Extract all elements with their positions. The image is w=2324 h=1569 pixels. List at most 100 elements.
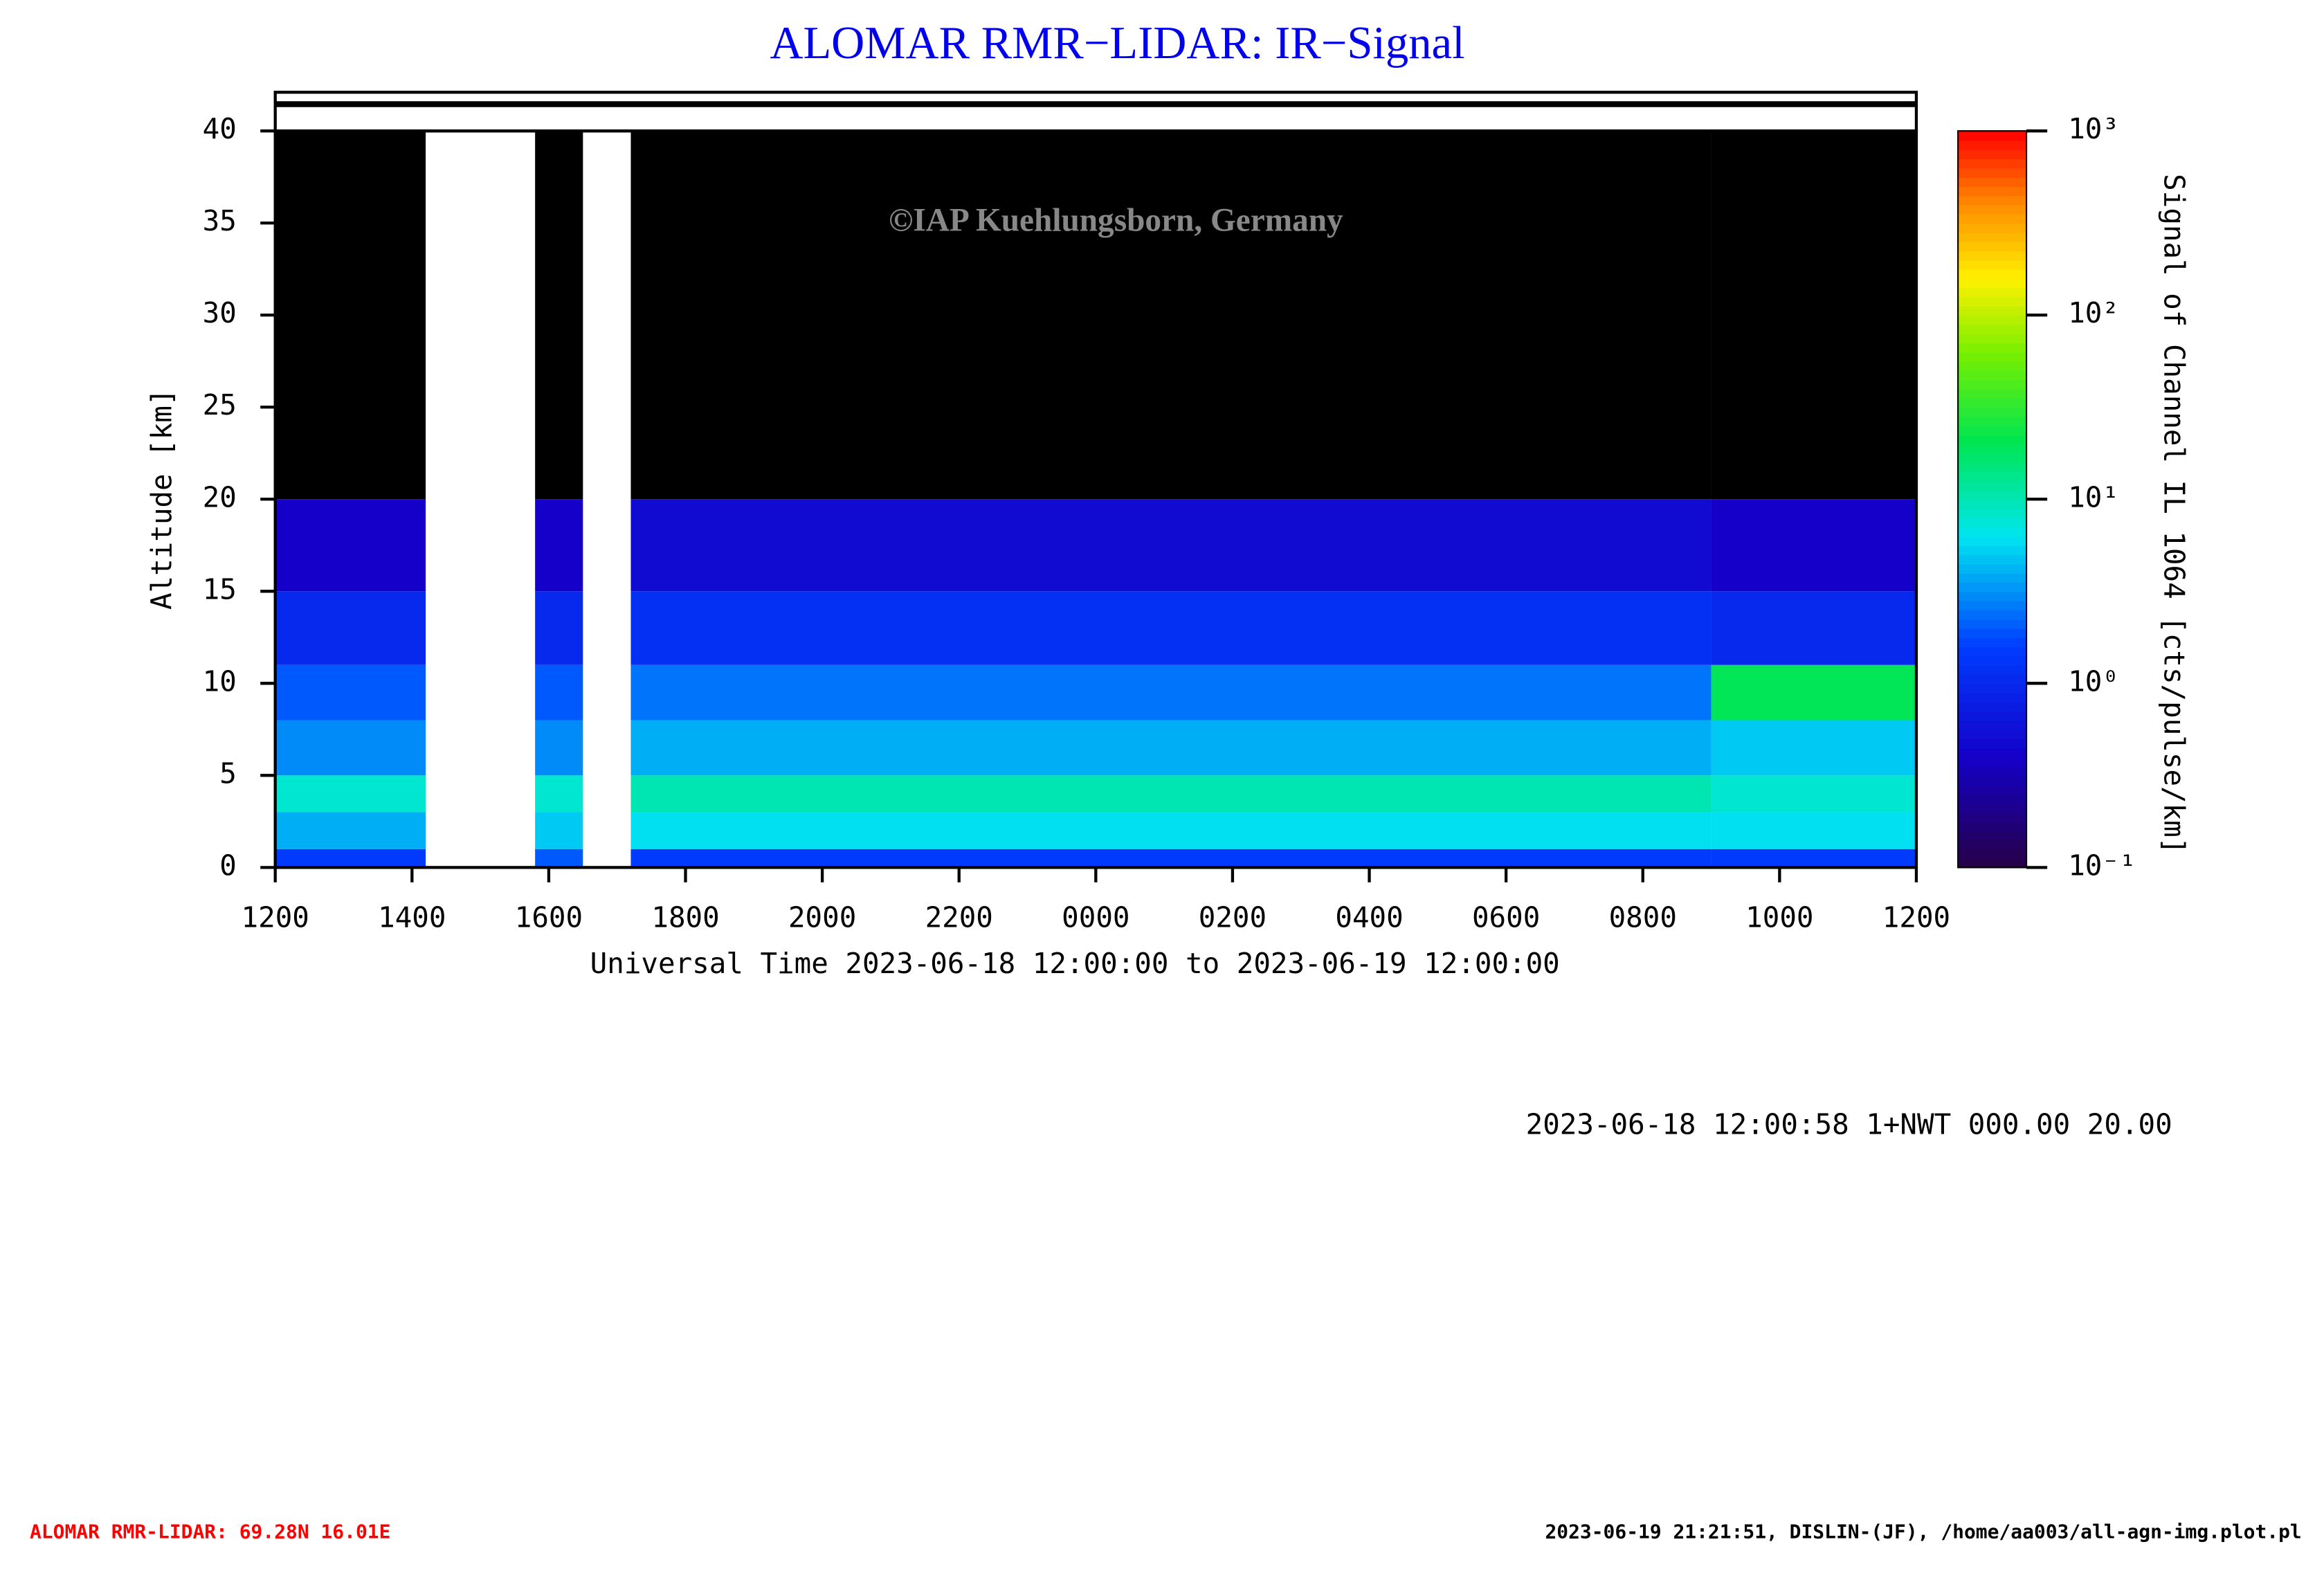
heat-cell — [275, 591, 426, 665]
heat-cell — [275, 775, 426, 813]
colorbar-step — [1958, 489, 2027, 500]
colorbar-step — [1958, 333, 2027, 344]
heat-cell — [630, 591, 1712, 665]
colorbar-step — [1958, 416, 2027, 426]
colorbar-step — [1958, 692, 2027, 702]
heat-cell — [630, 812, 1712, 849]
heat-cell — [275, 664, 426, 720]
heat-cell — [535, 812, 583, 849]
x-tick-label: 0600 — [1472, 901, 1540, 934]
footer-right: 2023-06-19 21:21:51, DISLIN-(JF), /home/… — [1545, 1520, 2301, 1543]
colorbar-step — [1958, 821, 2027, 832]
heat-cell — [1711, 664, 1916, 720]
colorbar-tick-label: 10⁰ — [2068, 664, 2119, 698]
colorbar-step — [1958, 747, 2027, 758]
colorbar-step — [1958, 775, 2027, 786]
heat-cell — [630, 775, 1712, 813]
heat-cell — [1711, 131, 1916, 500]
colorbar-step — [1958, 444, 2027, 454]
y-tick-label: 15 — [203, 572, 237, 606]
colorbar-step — [1958, 600, 2027, 610]
colorbar-step — [1958, 388, 2027, 399]
heat-cell — [630, 131, 1712, 500]
colorbar-tick-label: 10² — [2068, 296, 2119, 329]
colorbar-step — [1958, 655, 2027, 666]
x-axis-label: Universal Time 2023-06-18 12:00:00 to 20… — [590, 947, 1560, 980]
colorbar-step — [1958, 195, 2027, 206]
heat-cell — [535, 720, 583, 776]
y-tick-label: 30 — [203, 296, 237, 329]
colorbar-step — [1958, 637, 2027, 648]
colorbar-step — [1958, 840, 2027, 850]
colorbar-step — [1958, 397, 2027, 408]
heat-cell — [535, 849, 583, 868]
colorbar-step — [1958, 803, 2027, 813]
heat-cell — [275, 812, 426, 849]
colorbar-step — [1958, 232, 2027, 242]
colorbar-step — [1958, 213, 2027, 224]
x-tick-label: 1200 — [242, 901, 309, 934]
heat-cell — [535, 499, 583, 592]
colorbar-step — [1958, 269, 2027, 280]
heat-cell — [275, 131, 426, 500]
colorbar-step — [1958, 674, 2027, 684]
x-tick-label: 0200 — [1199, 901, 1267, 934]
colorbar-step — [1958, 223, 2027, 233]
colorbar-step — [1958, 480, 2027, 491]
colorbar-step — [1958, 858, 2027, 869]
colorbar-step — [1958, 609, 2027, 620]
heat-cell — [630, 664, 1712, 720]
strip-frame — [273, 91, 1918, 133]
heat-cell — [1711, 720, 1916, 776]
heat-cell — [535, 775, 583, 813]
colorbar-step — [1958, 729, 2027, 740]
colorbar-step — [1958, 186, 2027, 197]
colorbar-step — [1958, 278, 2027, 289]
colorbar-step — [1958, 554, 2027, 565]
x-tick-label: 2200 — [925, 901, 993, 934]
colorbar-step — [1958, 352, 2027, 362]
heat-cell — [535, 664, 583, 720]
colorbar-step — [1958, 545, 2027, 556]
y-axis-label: Altitude [km] — [145, 388, 178, 610]
colorbar-step — [1958, 435, 2027, 445]
colorbar-step — [1958, 508, 2027, 518]
colorbar-step — [1958, 720, 2027, 730]
x-tick-label: 1400 — [378, 901, 446, 934]
colorbar-step — [1958, 131, 2027, 141]
colorbar-tick-label: 10³ — [2068, 112, 2119, 145]
colorbar-step — [1958, 619, 2027, 629]
colorbar-step — [1958, 204, 2027, 215]
info-line: 2023-06-18 12:00:58 1+NWT 000.00 20.00 — [1526, 1107, 2172, 1141]
colorbar-step — [1958, 140, 2027, 150]
y-tick-label: 35 — [203, 204, 237, 237]
y-tick-label: 40 — [203, 112, 237, 145]
y-tick-label: 20 — [203, 480, 237, 514]
x-tick-label: 0400 — [1335, 901, 1403, 934]
colorbar-step — [1958, 315, 2027, 325]
colorbar-step — [1958, 158, 2027, 169]
colorbar-step — [1958, 287, 2027, 298]
colorbar-tick-label: 10⁻¹ — [2068, 849, 2136, 882]
colorbar-tick-label: 10¹ — [2068, 480, 2119, 514]
colorbar-step — [1958, 784, 2027, 795]
y-tick-label: 25 — [203, 388, 237, 421]
heat-cell — [275, 720, 426, 776]
x-tick-label: 0800 — [1609, 901, 1677, 934]
colorbar-step — [1958, 453, 2027, 464]
x-tick-label: 1000 — [1745, 901, 1813, 934]
colorbar-step — [1958, 517, 2027, 528]
heat-cell — [535, 131, 583, 500]
heat-cell — [1711, 591, 1916, 665]
colorbar-step — [1958, 296, 2027, 307]
colorbar-step — [1958, 646, 2027, 657]
y-tick-label: 5 — [219, 756, 237, 790]
heat-cell — [1711, 499, 1916, 592]
heat-cell — [535, 591, 583, 665]
colorbar-step — [1958, 572, 2027, 583]
x-tick-label: 1600 — [515, 901, 583, 934]
colorbar-label: Signal of Channel IL 1064 [cts/pulse/km] — [2158, 174, 2191, 854]
x-tick-label: 1200 — [1882, 901, 1950, 934]
colorbar-step — [1958, 591, 2027, 601]
